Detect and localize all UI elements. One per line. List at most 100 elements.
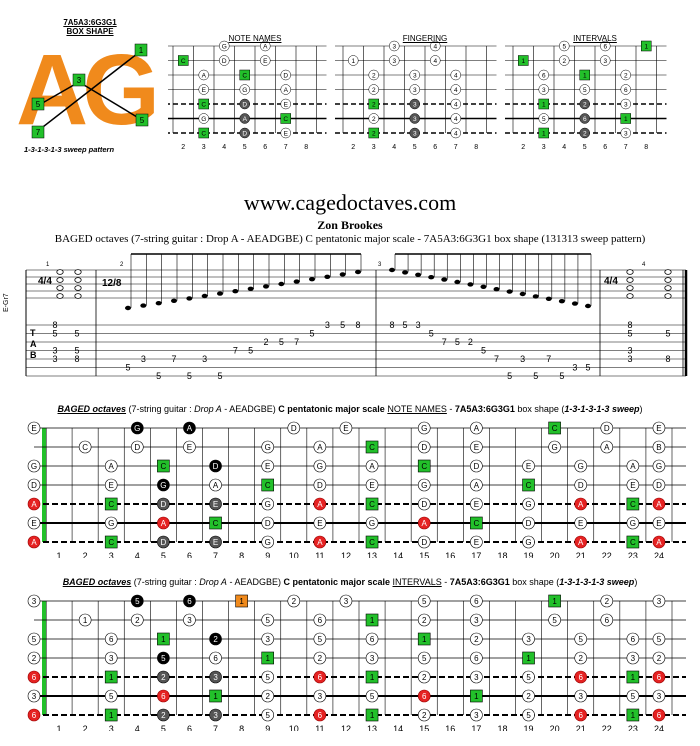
svg-text:1: 1 [351, 58, 355, 65]
fretboard-note-names-note: D [417, 440, 431, 454]
fretboard-note-names-note: E [470, 535, 483, 549]
chord-note [626, 269, 634, 275]
tab-number: 5 [429, 329, 434, 339]
svg-text:2: 2 [422, 616, 427, 625]
svg-text:A: A [317, 443, 323, 452]
mini-note: 1 [538, 98, 549, 110]
mini-note: A [239, 113, 250, 124]
mini-fret-number: 4 [222, 144, 226, 151]
fret-number: 18 [497, 724, 507, 731]
tab-number: 7 [294, 337, 299, 347]
mini-fret-number: 7 [454, 144, 458, 151]
fretboard-note-names-note: D [313, 478, 327, 492]
fret-number: 17 [471, 724, 481, 731]
tab-number: 5 [248, 346, 253, 356]
svg-text:2: 2 [161, 673, 166, 682]
svg-text:E: E [213, 538, 218, 547]
svg-text:G: G [369, 519, 375, 528]
fretboard-note-names-note: E [27, 516, 41, 530]
svg-text:E: E [656, 519, 661, 528]
tab-number: 5 [187, 371, 192, 380]
svg-text:5: 5 [265, 711, 270, 720]
fretboard-note-names-note: C [365, 497, 379, 511]
mini-note: 3 [409, 69, 420, 81]
svg-text:A: A [187, 424, 193, 433]
svg-text:C: C [369, 538, 375, 547]
sweep-pattern: 1-3-1-3-1-3 sweep pattern [24, 145, 115, 154]
svg-text:6: 6 [657, 673, 662, 682]
svg-text:G: G [317, 462, 323, 471]
mini-fret-number: 5 [243, 144, 247, 151]
svg-text:6: 6 [474, 654, 479, 663]
svg-text:D: D [160, 538, 166, 547]
staff-note [506, 289, 513, 294]
fret-number: 9 [265, 551, 270, 558]
measure-number: 2 [120, 262, 124, 268]
tab-label: A [30, 339, 37, 349]
shape-logo-overlay: 1 3 5 7 5 3 [31, 43, 149, 139]
svg-text:6: 6 [422, 692, 427, 701]
fretboard-note-names-note: A [27, 497, 41, 511]
svg-text:D: D [317, 481, 323, 490]
mini-note: 4 [450, 84, 461, 95]
mini-note: 4 [450, 98, 461, 110]
fret-number: 7 [213, 551, 218, 558]
time-signature: 4/4 [38, 276, 52, 287]
svg-text:2: 2 [32, 654, 37, 663]
svg-text:E: E [369, 481, 374, 490]
svg-text:G: G [134, 424, 140, 433]
fretboard-intervals-note: 5 [261, 708, 275, 722]
tab-number: 5 [455, 337, 460, 347]
fretboard-note-names-note: G [27, 459, 41, 473]
fret-number: 9 [265, 724, 270, 731]
fretboard-note-names-note: A [417, 516, 431, 530]
svg-text:5: 5 [135, 597, 140, 606]
mini-note: E [280, 127, 291, 139]
fretboard-note-names-note: D [130, 440, 144, 454]
fretboard-note-names-note: A [652, 535, 666, 549]
svg-text:2: 2 [583, 102, 587, 109]
fretboard-intervals-note: 6 [209, 651, 222, 665]
fretboard-note-names-note: A [365, 459, 379, 473]
fret-number: 13 [367, 724, 377, 731]
fretboard-note-names-note: D [157, 535, 170, 549]
time-signature-3: 4/4 [604, 276, 618, 287]
fretboard-intervals-note: 6 [417, 689, 431, 703]
svg-text:G: G [160, 481, 166, 490]
svg-text:1: 1 [624, 116, 628, 123]
svg-text:B: B [656, 443, 661, 452]
staff-note [585, 303, 591, 309]
svg-text:D: D [526, 519, 532, 528]
fretboard-note-names-note: D [470, 459, 483, 473]
mini-note: 1 [641, 40, 652, 52]
shape-label: BOX SHAPE [66, 27, 114, 36]
fretboard-intervals-note: 3 [470, 613, 483, 627]
mini-note: 4 [450, 127, 461, 139]
fretboard-intervals-note: 3 [470, 708, 483, 722]
tab-number: 3 [627, 354, 632, 364]
fretboard-note-names-note: E [652, 421, 666, 435]
svg-text:1: 1 [631, 673, 636, 682]
svg-text:5: 5 [422, 597, 427, 606]
tab-number: 5 [279, 337, 284, 347]
fretboard-note-names-note: C [522, 478, 535, 492]
svg-text:E: E [317, 519, 322, 528]
svg-text:5: 5 [161, 654, 166, 663]
fretboard-note-names-note: A [652, 497, 666, 511]
svg-text:1: 1 [526, 654, 531, 663]
measure-number: 3 [378, 262, 382, 268]
fretboard-intervals-note: 2 [209, 632, 222, 646]
svg-text:A: A [243, 116, 248, 123]
tab-number: 3 [520, 354, 525, 364]
mini-note: C [198, 98, 209, 110]
mini-fret-number: 2 [181, 144, 185, 151]
staff-note [441, 277, 448, 282]
svg-text:G: G [242, 87, 247, 94]
svg-text:6: 6 [318, 711, 323, 720]
fretboard-intervals-note: 1 [470, 689, 483, 703]
tab-number: 3 [572, 363, 577, 373]
fretboard-intervals-note: 6 [104, 632, 118, 646]
fretboard-note-names-note: E [574, 516, 588, 530]
fretboard-note-names-note: D [209, 459, 222, 473]
tab-number: 3 [141, 354, 146, 364]
